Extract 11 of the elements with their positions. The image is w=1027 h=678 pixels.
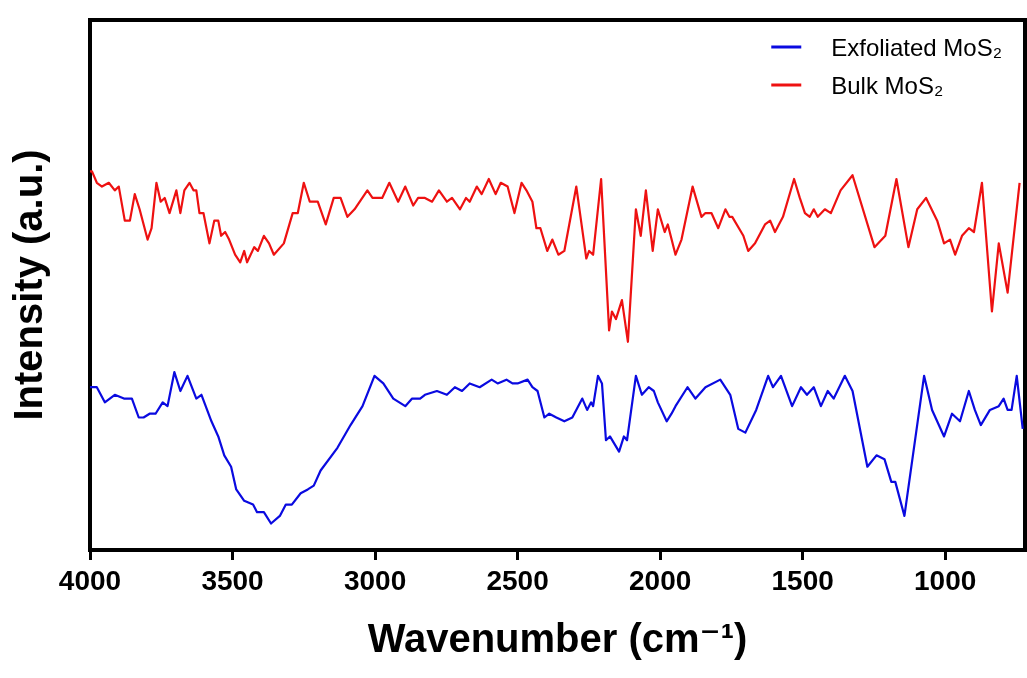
- legend-label: Bulk MoS₂: [831, 71, 944, 99]
- x-tick-label: 2500: [486, 564, 549, 596]
- x-axis-title: Wavenumber (cm⁻¹): [367, 616, 748, 660]
- x-tick-label: 1000: [914, 564, 977, 596]
- x-tick-label: 3000: [343, 564, 407, 596]
- x-tick-label: 3500: [201, 564, 264, 596]
- x-tick-label: 4000: [58, 564, 122, 596]
- x-tick-label: 1500: [771, 564, 834, 596]
- x-tick-label: 2000: [628, 564, 692, 596]
- y-axis-title: Intensity (a.u.): [6, 149, 50, 421]
- legend-label: Exfoliated MoS₂: [831, 33, 1002, 61]
